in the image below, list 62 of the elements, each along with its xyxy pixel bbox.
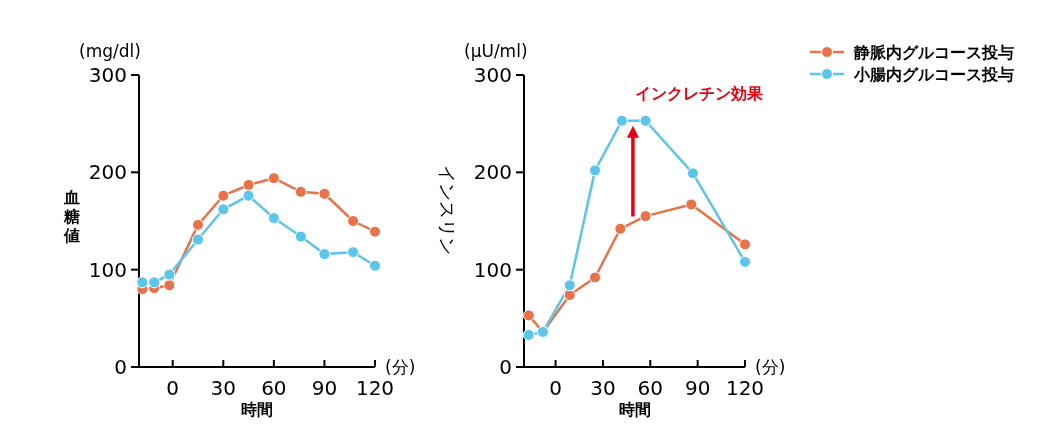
- annotation: インクレチン効果: [634, 83, 764, 103]
- x-tick-label: 90: [311, 376, 338, 400]
- point: [217, 189, 230, 202]
- x-tick-label: 60: [637, 376, 664, 400]
- x-tick-label: 60: [261, 376, 287, 400]
- text: (分): [385, 357, 416, 377]
- point: [192, 218, 204, 231]
- point: [294, 185, 307, 198]
- text: (分): [755, 357, 786, 377]
- point: [267, 212, 280, 225]
- y-tick-label: 200: [473, 160, 512, 185]
- point: [242, 178, 255, 191]
- legend-label: 小腸内グルコース投与: [853, 65, 1014, 84]
- point: [563, 279, 576, 292]
- y-tick-label: 300: [88, 63, 127, 87]
- point: [163, 279, 176, 292]
- x-tick-label: 120: [355, 376, 395, 400]
- point: [192, 233, 204, 246]
- point: [686, 167, 699, 180]
- point: [136, 276, 149, 289]
- x-tick-label: 0: [549, 376, 562, 400]
- y-tick-label: 200: [88, 160, 127, 185]
- y-tick-label: 300: [473, 63, 512, 87]
- point: [615, 114, 628, 127]
- point: [217, 203, 230, 216]
- y-tick-label: 0: [499, 355, 512, 379]
- point: [522, 309, 535, 322]
- point: [739, 238, 751, 251]
- point: [318, 248, 331, 261]
- text: (μU/ml): [464, 41, 528, 61]
- point: [347, 215, 360, 227]
- x-tick-label: 90: [684, 376, 711, 400]
- point: [639, 210, 652, 223]
- point: [318, 187, 331, 200]
- x-tick-label: 0: [166, 376, 180, 400]
- point: [614, 222, 627, 235]
- point: [589, 164, 602, 177]
- x-tick-label: 30: [590, 376, 616, 400]
- point: [522, 328, 535, 341]
- legend-label: 静脈内グルコース投与: [853, 43, 1014, 62]
- x-tick-label: 120: [725, 376, 765, 400]
- y-axis-title: 血糖値: [63, 188, 80, 245]
- point: [294, 230, 307, 243]
- point: [369, 259, 381, 272]
- point: [347, 246, 360, 259]
- x-tick-label: 30: [210, 376, 237, 400]
- point: [739, 255, 751, 268]
- point: [242, 189, 255, 202]
- point: [685, 198, 698, 211]
- point: [639, 114, 652, 127]
- y-tick-label: 0: [114, 355, 127, 379]
- x-axis-title: 時間: [241, 400, 273, 419]
- x-axis-title: 時間: [618, 400, 651, 419]
- text: (mg/dl): [79, 41, 141, 61]
- point: [589, 271, 602, 284]
- y-axis-title: インスリン: [437, 165, 458, 255]
- point: [163, 268, 176, 281]
- point: [369, 225, 381, 238]
- y-tick-label: 100: [88, 257, 127, 282]
- point: [148, 276, 161, 289]
- point: [267, 172, 280, 185]
- y-tick-label: 100: [473, 257, 512, 282]
